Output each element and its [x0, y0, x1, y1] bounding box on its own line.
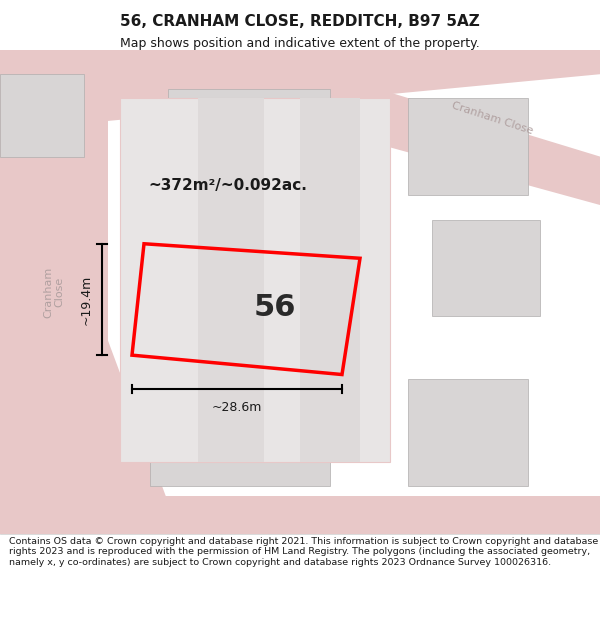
Text: Map shows position and indicative extent of the property.: Map shows position and indicative extent… [120, 38, 480, 51]
Text: 56, CRANHAM CLOSE, REDDITCH, B97 5AZ: 56, CRANHAM CLOSE, REDDITCH, B97 5AZ [120, 14, 480, 29]
Polygon shape [150, 379, 330, 486]
Polygon shape [432, 219, 540, 316]
Polygon shape [0, 496, 600, 534]
Polygon shape [0, 341, 180, 534]
Polygon shape [408, 98, 528, 195]
Text: ~19.4m: ~19.4m [80, 274, 93, 324]
Text: 56: 56 [253, 293, 296, 322]
Polygon shape [120, 98, 390, 462]
Polygon shape [300, 98, 360, 462]
Polygon shape [0, 74, 84, 156]
Polygon shape [0, 50, 108, 534]
Text: Cranham Close: Cranham Close [450, 100, 534, 136]
Text: Contains OS data © Crown copyright and database right 2021. This information is : Contains OS data © Crown copyright and d… [9, 537, 598, 567]
Text: ~28.6m: ~28.6m [212, 401, 262, 414]
Polygon shape [198, 98, 264, 462]
Polygon shape [168, 89, 330, 205]
Text: ~372m²/~0.092ac.: ~372m²/~0.092ac. [149, 178, 307, 193]
Polygon shape [300, 74, 600, 205]
Text: Cranham
Close: Cranham Close [43, 266, 65, 318]
Polygon shape [90, 50, 600, 122]
Polygon shape [408, 379, 528, 486]
